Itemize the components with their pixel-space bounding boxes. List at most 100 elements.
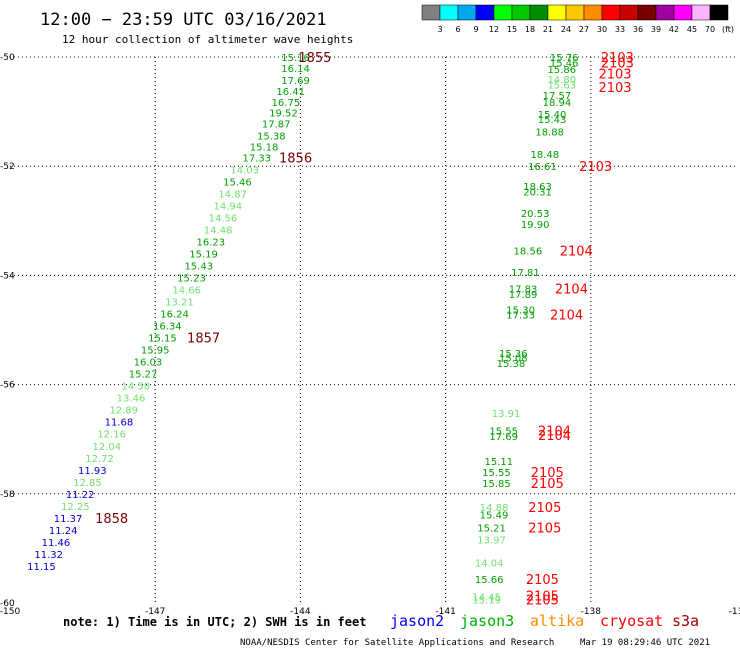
satellite-legend-jason3: jason3 bbox=[460, 612, 514, 630]
time-label: 2105 bbox=[531, 466, 564, 481]
colorbar-label: 45 bbox=[687, 25, 697, 34]
colorbar-label: 42 bbox=[669, 25, 679, 34]
wave-height-point: 14.48 bbox=[204, 226, 233, 237]
wave-height-point: 15.76 bbox=[550, 53, 579, 64]
wave-height-point: 15.40 bbox=[538, 110, 567, 121]
credit-text: NOAA/NESDIS Center for Satellite Applica… bbox=[240, 638, 554, 648]
wave-height-point: 14.56 bbox=[209, 214, 238, 225]
wave-height-point: 14.58 bbox=[122, 382, 151, 393]
wave-height-point: 15.43 bbox=[538, 115, 567, 126]
chart-title: 12:00 − 23:59 UTC 03/16/2021 bbox=[40, 10, 327, 30]
wave-height-point: 20.53 bbox=[521, 209, 550, 220]
colorbar-label: 24 bbox=[561, 25, 571, 34]
time-label: 2104 bbox=[550, 309, 583, 324]
wave-height-point: 12.72 bbox=[85, 454, 114, 465]
time-label: 1855 bbox=[298, 51, 331, 66]
wave-height-point: 15.38 bbox=[257, 132, 286, 143]
time-label: 2105 bbox=[528, 501, 561, 516]
time-label: 2104 bbox=[555, 283, 588, 298]
wave-height-point: 14.87 bbox=[218, 190, 247, 201]
y-tick-label: -50 bbox=[0, 53, 15, 63]
wave-height-point: 12.89 bbox=[109, 406, 138, 417]
footer-note: note: 1) Time is in UTC; 2) SWH is in fe… bbox=[63, 615, 366, 629]
y-tick-label: -52 bbox=[0, 162, 15, 172]
wave-height-point: 15.38 bbox=[497, 359, 526, 370]
colorbar-legend: 3 6 9 12 15 18 21 24 27 30 33 36 39 42 45 70 (ft) bbox=[421, 4, 734, 34]
colorbar-label: 3 bbox=[437, 25, 442, 34]
time-label: 2105 bbox=[531, 477, 564, 492]
wave-height-point: 15.46 bbox=[223, 177, 252, 188]
y-tick-label: -60 bbox=[0, 599, 15, 609]
wave-height-point: 18.48 bbox=[530, 150, 559, 161]
wave-height-point: 15.63 bbox=[547, 80, 576, 91]
wave-height-point: 17.33 bbox=[243, 153, 272, 164]
wave-height-point: 19.90 bbox=[521, 220, 550, 231]
wave-height-point: 18.94 bbox=[543, 98, 572, 109]
wave-height-point: 17.83 bbox=[509, 285, 538, 296]
wave-height-point: 11.68 bbox=[105, 418, 134, 429]
wave-height-point: 12.85 bbox=[73, 478, 102, 489]
wave-height-point: 14.03 bbox=[230, 165, 259, 176]
colorbar-label: 12 bbox=[489, 25, 499, 34]
wave-height-point: 18.88 bbox=[535, 127, 564, 138]
colorbar-label: 30 bbox=[597, 25, 607, 34]
wave-height-point: 12.16 bbox=[97, 430, 126, 441]
satellite-legend: jason2 jason3 altika cryosat s3a bbox=[390, 612, 699, 630]
wave-height-point: 15.55 bbox=[482, 468, 511, 479]
wave-height-point: 13.21 bbox=[165, 298, 194, 309]
colorbar-swatch bbox=[673, 4, 693, 21]
wave-height-point: 11.93 bbox=[78, 466, 107, 477]
wave-height-point: 17.89 bbox=[509, 290, 538, 301]
colorbar-swatch bbox=[529, 4, 549, 21]
wave-height-point: 16.75 bbox=[272, 98, 301, 109]
wave-height-point: 15.23 bbox=[177, 274, 206, 285]
satellite-legend-s3a: s3a bbox=[672, 612, 699, 630]
wave-height-point: 14.88 bbox=[480, 503, 509, 514]
colorbar-label: 70 bbox=[705, 25, 715, 34]
colorbar-swatch bbox=[655, 4, 675, 21]
wave-height-point: 15.18 bbox=[250, 143, 279, 154]
wave-height-point: 11.37 bbox=[54, 514, 83, 525]
colorbar-swatch bbox=[457, 4, 477, 21]
time-label: 2103 bbox=[601, 56, 634, 71]
colorbar-swatch bbox=[691, 4, 711, 21]
wave-height-point: 13.91 bbox=[492, 409, 521, 420]
wave-height-point: 17.33 bbox=[506, 311, 535, 322]
wave-height-point: 16.23 bbox=[197, 238, 226, 249]
satellite-legend-jason2: jason2 bbox=[390, 612, 444, 630]
wave-height-point: 20.31 bbox=[523, 187, 552, 198]
wave-height-point: 19.52 bbox=[269, 109, 298, 120]
wave-height-point: 16.24 bbox=[160, 310, 189, 321]
wave-height-point: 15.19 bbox=[189, 250, 218, 261]
colorbar-label: 6 bbox=[455, 25, 460, 34]
wave-height-point: 16.14 bbox=[281, 64, 310, 75]
wave-height-point: 16.03 bbox=[134, 358, 163, 369]
colorbar-label: (ft) bbox=[722, 25, 734, 34]
colorbar-swatch bbox=[565, 4, 585, 21]
wave-height-point: 14.94 bbox=[213, 202, 242, 213]
wave-height-point: 15.16 bbox=[281, 53, 310, 64]
time-label: 2103 bbox=[579, 160, 612, 175]
colorbar-swatch bbox=[601, 4, 621, 21]
wave-height-point: 11.32 bbox=[34, 550, 63, 561]
wave-height-point: 17.81 bbox=[511, 268, 540, 279]
colorbar-label: 9 bbox=[473, 25, 478, 34]
time-label: 2104 bbox=[560, 244, 593, 259]
satellite-legend-cryosat: cryosat bbox=[600, 612, 663, 630]
x-tick-label: -150 bbox=[0, 607, 20, 617]
wave-height-point: 15.36 bbox=[499, 349, 528, 360]
wave-height-point: 16.41 bbox=[276, 87, 305, 98]
time-label: 2105 bbox=[526, 589, 559, 604]
colorbar-swatch bbox=[709, 4, 729, 21]
colorbar-swatch bbox=[547, 4, 567, 21]
colorbar-swatch bbox=[619, 4, 639, 21]
colorbar-swatch bbox=[583, 4, 603, 21]
wave-height-point: 15.19 bbox=[472, 596, 501, 607]
y-tick-label: -54 bbox=[0, 271, 15, 281]
wave-height-point: 15.86 bbox=[547, 65, 576, 76]
wave-height-point: 15.55 bbox=[489, 426, 518, 437]
colorbar-label: 36 bbox=[633, 25, 643, 34]
wave-height-point: 14.45 bbox=[472, 592, 501, 603]
time-label: 2103 bbox=[601, 51, 634, 66]
wave-height-point: 15.21 bbox=[477, 524, 506, 535]
